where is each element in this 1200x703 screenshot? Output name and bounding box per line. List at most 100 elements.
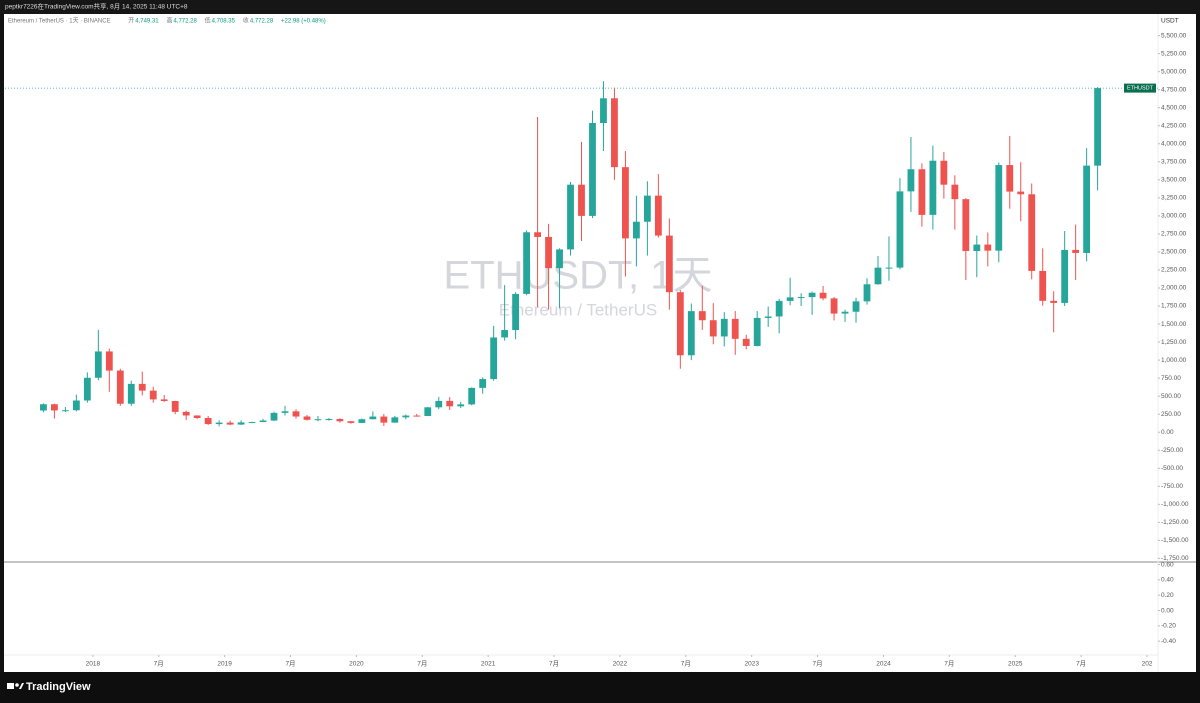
y-tick-label: 4,500.00 bbox=[1161, 104, 1187, 111]
y-tick-label: 0.00 bbox=[1161, 607, 1174, 614]
candle-body bbox=[665, 235, 673, 293]
candle-body bbox=[830, 298, 838, 314]
candle-body bbox=[622, 167, 629, 239]
x-tick-label: 7月 bbox=[549, 660, 559, 668]
candle-body bbox=[1094, 88, 1102, 166]
y-tick-label: 250.00 bbox=[1161, 411, 1181, 418]
x-tick-label: 7月 bbox=[813, 660, 823, 668]
y-tick-label: 0.60 bbox=[1161, 561, 1174, 568]
logo-block bbox=[7, 683, 14, 689]
x-tick-label: 7月 bbox=[1076, 660, 1086, 668]
share-note: peptkr7226在TradingView.com共享, 8月 14, 202… bbox=[5, 2, 188, 11]
y-tick-label: 0.20 bbox=[1161, 592, 1174, 599]
y-tick-label: 0.00 bbox=[1161, 429, 1174, 436]
candles bbox=[40, 81, 1102, 427]
x-tick-label: 7月 bbox=[944, 660, 954, 668]
candle-body bbox=[863, 284, 871, 302]
candle-body bbox=[984, 244, 992, 251]
x-tick-label: 2025 bbox=[1008, 661, 1023, 668]
candle-body bbox=[896, 191, 904, 268]
candle-body bbox=[534, 232, 541, 237]
candle-body bbox=[918, 169, 926, 215]
x-tick-label: 7月 bbox=[154, 660, 164, 668]
candle-body bbox=[237, 422, 245, 425]
logo-dot bbox=[15, 683, 19, 687]
candle-body bbox=[753, 317, 761, 346]
candle-body bbox=[40, 404, 47, 411]
candle-body bbox=[380, 416, 388, 423]
candle-body bbox=[1039, 270, 1047, 301]
y-tick-label: 1,500.00 bbox=[1161, 321, 1187, 328]
candle-body bbox=[589, 123, 596, 216]
y-tick-label: 4,750.00 bbox=[1161, 86, 1187, 93]
candle-body bbox=[874, 267, 882, 285]
y-tick-label: 3,000.00 bbox=[1161, 213, 1187, 220]
candle-body bbox=[391, 417, 399, 423]
candle-body bbox=[292, 411, 300, 417]
x-tick-label: 2019 bbox=[217, 661, 232, 668]
legend-key: 低 bbox=[205, 17, 211, 25]
y-tick-label: 1,750.00 bbox=[1161, 303, 1187, 310]
candle-body bbox=[303, 416, 311, 420]
candle-body bbox=[182, 411, 190, 416]
candle-body bbox=[204, 418, 212, 425]
candle-body bbox=[336, 419, 344, 422]
candle-body bbox=[402, 415, 410, 418]
candle-body bbox=[160, 399, 168, 401]
y-tick-label: 3,750.00 bbox=[1161, 159, 1187, 166]
y-tick-label: 5,250.00 bbox=[1161, 50, 1187, 57]
candle-body bbox=[654, 195, 662, 236]
candle-body bbox=[643, 195, 651, 222]
y-tick-label: -750.00 bbox=[1161, 483, 1183, 490]
legend-value: 4,708.35 bbox=[212, 19, 236, 25]
y-tick-label: 2,000.00 bbox=[1161, 285, 1187, 292]
candle-body bbox=[457, 404, 465, 407]
candle-body bbox=[138, 383, 146, 391]
x-tick-label: 2023 bbox=[744, 661, 759, 668]
candle-body bbox=[51, 404, 58, 411]
y-tick-label: -0.40 bbox=[1161, 638, 1176, 645]
y-tick-label: -0.20 bbox=[1161, 623, 1176, 630]
candle-body bbox=[369, 416, 377, 420]
candle-body bbox=[808, 292, 816, 298]
candle-body bbox=[501, 330, 509, 338]
candle-body bbox=[786, 297, 794, 301]
candle-body bbox=[556, 249, 563, 269]
candle-body bbox=[676, 292, 684, 356]
brand: TradingView bbox=[7, 681, 91, 693]
x-tick-label: 2021 bbox=[481, 661, 496, 668]
candle-body bbox=[720, 318, 728, 337]
candle-body bbox=[512, 293, 520, 331]
candle-body bbox=[545, 236, 552, 269]
candle-body bbox=[764, 316, 772, 318]
candle-body bbox=[105, 351, 113, 371]
candle-body bbox=[687, 311, 695, 356]
candle-body bbox=[325, 419, 333, 421]
y-tick-label: -1,750.00 bbox=[1161, 555, 1189, 562]
y-tick-label: -1,000.00 bbox=[1161, 501, 1189, 508]
candle-body bbox=[962, 199, 970, 252]
candle-body bbox=[698, 311, 706, 321]
candle-body bbox=[490, 337, 498, 380]
candle-body bbox=[149, 390, 157, 400]
candle-body bbox=[435, 400, 443, 408]
candle-body bbox=[940, 160, 948, 185]
legend-key: 开 bbox=[128, 18, 134, 25]
y-tick-label: 2,250.00 bbox=[1161, 267, 1187, 274]
x-tick-label: 7月 bbox=[681, 660, 691, 668]
watermark-sub: Ethereum / TetherUS bbox=[499, 300, 657, 319]
candle-body bbox=[347, 421, 355, 423]
candle-body bbox=[479, 379, 487, 388]
y-tick-label: 500.00 bbox=[1161, 393, 1181, 400]
legend-key: 高 bbox=[166, 17, 172, 25]
candle-body bbox=[1083, 165, 1091, 253]
candle-body bbox=[171, 400, 179, 412]
candle-body bbox=[215, 422, 223, 425]
x-tick-label: 202 bbox=[1142, 661, 1153, 668]
candle-body bbox=[226, 422, 234, 425]
candle-body bbox=[973, 244, 981, 252]
y-tick-label: 5,500.00 bbox=[1161, 32, 1187, 39]
candle-body bbox=[819, 292, 827, 299]
logo-slant bbox=[19, 683, 24, 689]
